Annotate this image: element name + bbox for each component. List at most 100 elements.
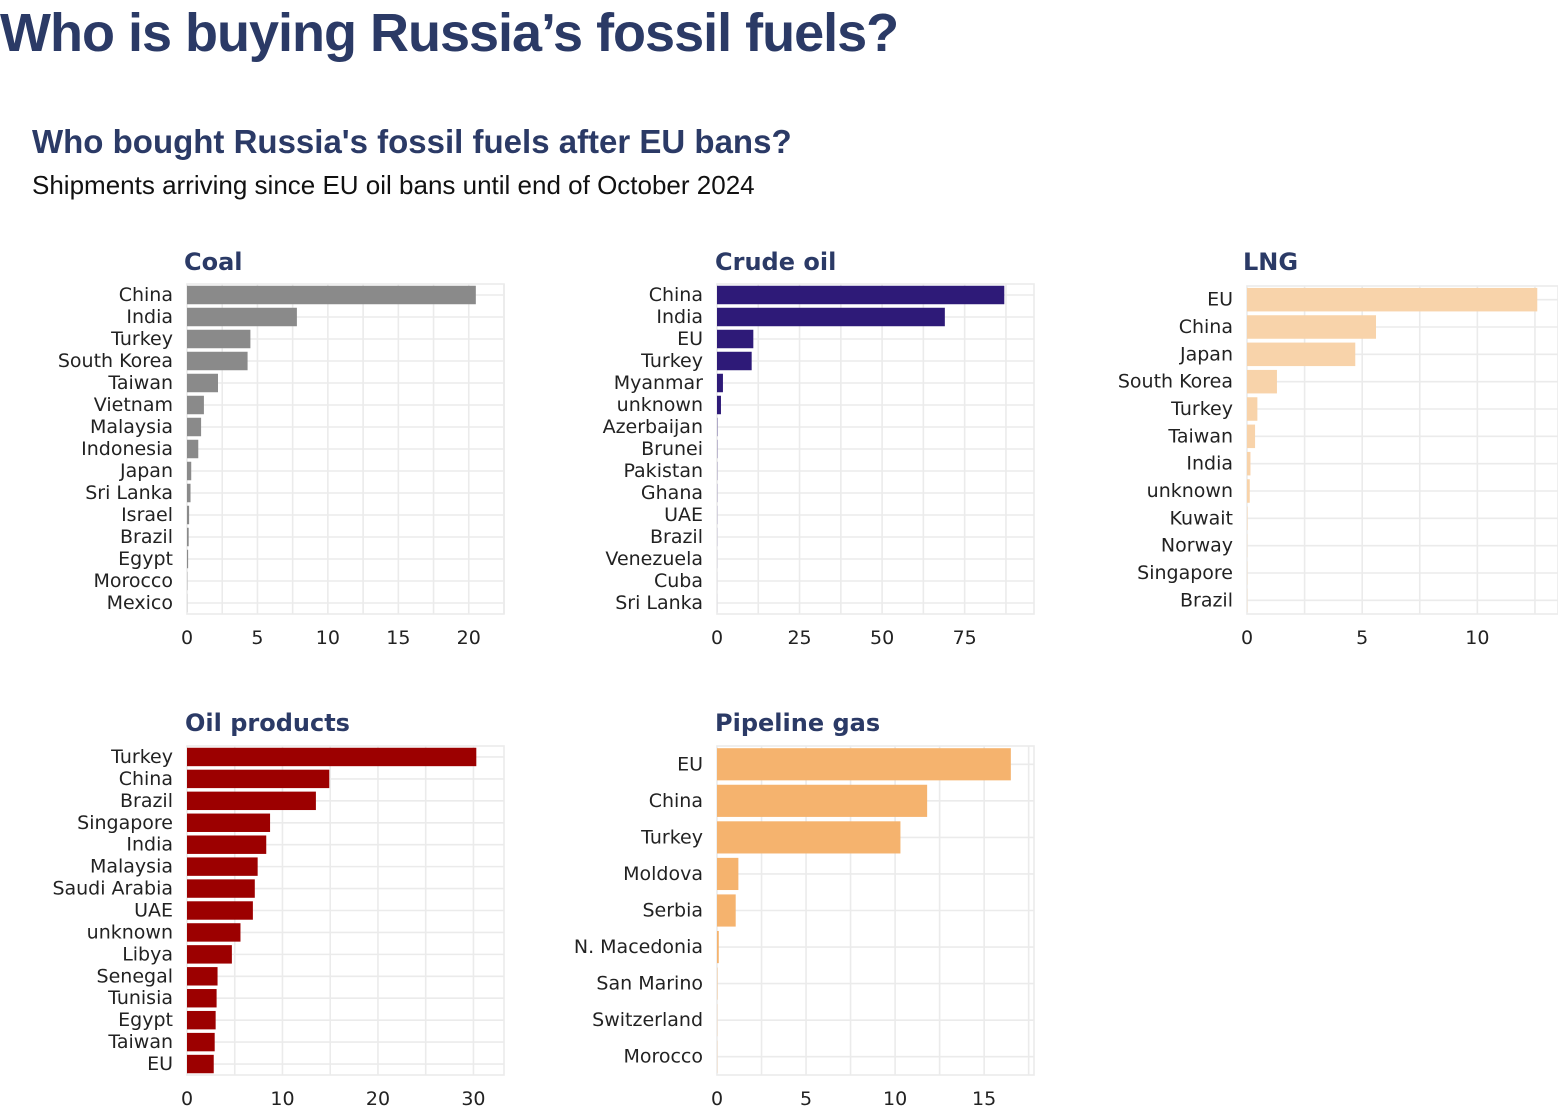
crude-oil-bar-india xyxy=(717,307,945,327)
coal-label-indonesia: Indonesia xyxy=(81,438,173,460)
coal-label-vietnam: Vietnam xyxy=(94,394,173,416)
lng-label-china: China xyxy=(1179,316,1233,338)
oil-products-bar-uae xyxy=(187,901,253,920)
lng-tick-5: 5 xyxy=(1356,627,1368,649)
crude-oil-bar-china xyxy=(717,285,1005,305)
crude-oil-label-azerbaijan: Azerbaijan xyxy=(603,416,703,438)
crude-oil-label-eu: EU xyxy=(677,328,703,350)
lng-label-turkey: Turkey xyxy=(1170,398,1233,420)
lng-bar-taiwan xyxy=(1247,424,1256,449)
coal-tick-15: 15 xyxy=(386,627,410,649)
pipeline-gas-label-turkey: Turkey xyxy=(640,826,703,848)
oil-products-bar-turkey xyxy=(187,747,477,767)
coal-bar-taiwan xyxy=(187,373,218,393)
lng-bar-south-korea xyxy=(1247,369,1277,394)
coal-bar-japan xyxy=(187,461,192,481)
coal-tick-20: 20 xyxy=(457,627,481,649)
oil-products-bar-india xyxy=(187,835,267,854)
coal-bar-indonesia xyxy=(187,439,199,459)
coal-bar-brazil xyxy=(187,527,189,547)
lng-label-norway: Norway xyxy=(1161,535,1233,557)
lng-title: LNG xyxy=(1243,248,1298,276)
coal-title: Coal xyxy=(184,248,243,276)
coal-label-turkey: Turkey xyxy=(110,328,173,350)
lng-bar-india xyxy=(1247,451,1251,476)
crude-oil-tick-25: 25 xyxy=(787,627,811,649)
oil-products-label-taiwan: Taiwan xyxy=(107,1031,173,1053)
pipeline-gas-bar-turkey xyxy=(717,821,901,854)
oil-products-bar-libya xyxy=(187,945,232,964)
oil-products-label-uae: UAE xyxy=(134,900,173,922)
coal-tick-5: 5 xyxy=(251,627,263,649)
pipeline-gas-tick-5: 5 xyxy=(800,1088,812,1110)
coal-bar-israel xyxy=(187,505,190,525)
crude-oil-label-india: India xyxy=(656,306,703,328)
crude-oil-bar-eu xyxy=(717,329,754,349)
coal-label-china: China xyxy=(119,284,173,306)
oil-products-label-turkey: Turkey xyxy=(110,746,173,768)
lng-bar-japan xyxy=(1247,342,1356,367)
coal-bar-china xyxy=(187,285,476,305)
lng-bar-eu xyxy=(1247,287,1538,312)
pipeline-gas-label-morocco: Morocco xyxy=(623,1046,703,1068)
oil-products-label-eu: EU xyxy=(147,1053,173,1075)
coal-bar-sri-lanka xyxy=(187,483,191,503)
oil-products-bar-malaysia xyxy=(187,857,258,876)
coal-label-south-korea: South Korea xyxy=(58,350,173,372)
pipeline-gas-label-n-macedonia: N. Macedonia xyxy=(574,936,703,958)
pipeline-gas-bar-serbia xyxy=(717,894,736,927)
pipeline-gas-bar-eu xyxy=(717,748,1011,781)
lng-bar-china xyxy=(1247,315,1377,339)
chart-caption: Shipments arriving since EU oil bans unt… xyxy=(32,170,755,200)
lng-label-south-korea: South Korea xyxy=(1118,371,1233,393)
oil-products-bar-china xyxy=(187,769,330,789)
crude-oil-label-china: China xyxy=(649,284,703,306)
oil-products-bar-saudi-arabia xyxy=(187,879,255,898)
crude-oil-tick-75: 75 xyxy=(953,627,977,649)
oil-products-label-libya: Libya xyxy=(122,943,173,965)
pipeline-gas-label-moldova: Moldova xyxy=(623,863,703,885)
oil-products-bar-unknown xyxy=(187,923,241,942)
pipeline-gas-tick-15: 15 xyxy=(972,1088,996,1110)
crude-oil-label-cuba: Cuba xyxy=(654,570,703,592)
oil-products-label-china: China xyxy=(119,768,173,790)
oil-products-label-singapore: Singapore xyxy=(77,812,173,834)
crude-oil-tick-50: 50 xyxy=(870,627,894,649)
coal-label-malaysia: Malaysia xyxy=(90,416,173,438)
crude-oil-title: Crude oil xyxy=(715,248,836,276)
oil-products-tick-30: 30 xyxy=(461,1088,485,1110)
oil-products-label-tunisia: Tunisia xyxy=(107,987,173,1009)
crude-oil-bar-turkey xyxy=(717,351,752,371)
oil-products-bar-brazil xyxy=(187,791,316,811)
crude-oil-bar-unknown xyxy=(717,395,721,415)
lng-bar-turkey xyxy=(1247,397,1258,421)
coal-bar-south-korea xyxy=(187,351,248,371)
pipeline-gas-label-san-marino: San Marino xyxy=(596,973,703,995)
coal-bar-malaysia xyxy=(187,417,202,437)
crude-oil-label-ghana: Ghana xyxy=(641,482,703,504)
oil-products-bar-singapore xyxy=(187,813,271,832)
pipeline-gas-title: Pipeline gas xyxy=(715,709,880,737)
crude-oil-label-venezuela: Venezuela xyxy=(605,548,703,570)
oil-products-title: Oil products xyxy=(185,709,350,737)
pipeline-gas-label-serbia: Serbia xyxy=(642,900,703,922)
crude-oil-label-brunei: Brunei xyxy=(641,438,703,460)
oil-products-tick-10: 10 xyxy=(270,1088,294,1110)
lng-label-india: India xyxy=(1186,453,1233,475)
crude-oil-label-unknown: unknown xyxy=(617,394,703,416)
lng-label-singapore: Singapore xyxy=(1137,562,1233,584)
coal-label-india: India xyxy=(126,306,173,328)
oil-products-label-brazil: Brazil xyxy=(120,790,173,812)
lng-label-japan: Japan xyxy=(1179,343,1233,365)
lng-label-brazil: Brazil xyxy=(1180,589,1233,611)
coal-tick-10: 10 xyxy=(316,627,340,649)
crude-oil-label-uae: UAE xyxy=(664,504,703,526)
oil-products-bar-taiwan xyxy=(187,1032,215,1052)
crude-oil-label-brazil: Brazil xyxy=(650,526,703,548)
crude-oil-tick-0: 0 xyxy=(711,627,723,649)
pipeline-gas-label-switzerland: Switzerland xyxy=(592,1009,703,1031)
lng-label-taiwan: Taiwan xyxy=(1167,425,1233,447)
coal-bar-turkey xyxy=(187,329,251,349)
oil-products-tick-0: 0 xyxy=(181,1088,193,1110)
